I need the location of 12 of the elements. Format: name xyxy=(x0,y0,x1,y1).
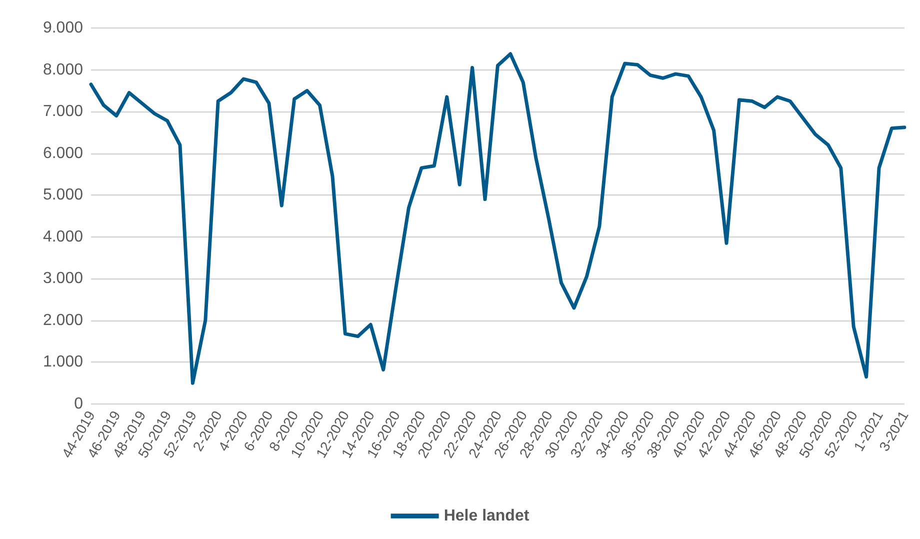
y-tick-label: 5.000 xyxy=(42,186,84,204)
legend-label: Hele landet xyxy=(444,508,530,524)
y-tick-label: 1.000 xyxy=(42,354,84,371)
line-series xyxy=(89,52,906,385)
y-tick-label: 9.000 xyxy=(42,20,84,36)
y-tick-label: 6.000 xyxy=(42,144,84,162)
y-tick-label: 7.000 xyxy=(42,103,84,120)
y-tick-label: 2.000 xyxy=(42,312,84,329)
y-tick-label: 4.000 xyxy=(42,228,84,246)
y-tick-label: 8.000 xyxy=(42,61,84,78)
y-tick-label: 3.000 xyxy=(42,270,84,288)
y-tick-label: 0 xyxy=(74,396,84,412)
